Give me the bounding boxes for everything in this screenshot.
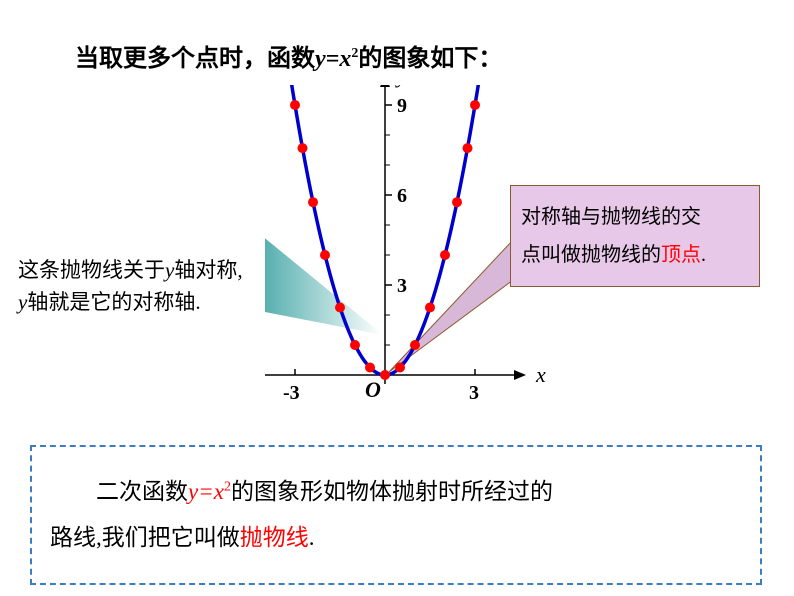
right-line2-post: . [701,244,706,266]
right-line2-red: 顶点 [661,244,701,266]
right-line1: 对称轴与抛物线的交 [521,206,701,228]
bottom-fn-sup: 2 [224,479,231,494]
bottom-line2-pre: 路线,我们把它叫做 [50,525,240,550]
svg-text:-3: -3 [283,382,300,404]
title-fn-x: x [339,46,351,72]
title-post: 的图象如下： [358,46,502,72]
right-callout: 对称轴与抛物线的交 点叫做抛物线的顶点. [510,185,760,287]
title-fn-eq: = [326,46,340,72]
svg-text:O: O [365,377,381,402]
page-title: 当取更多个点时，函数y=x2的图象如下： [75,38,502,73]
bottom-fn-y: y [188,479,198,504]
left-line1-post: 轴对称, [174,258,242,282]
svg-text:x: x [535,362,546,387]
svg-text:3: 3 [469,382,479,404]
svg-text:y: y [395,85,407,88]
svg-text:3: 3 [397,275,407,297]
bottom-line2-post: . [309,525,315,550]
bottom-fn-x: x [214,479,224,504]
svg-text:6: 6 [397,185,407,207]
svg-text:9: 9 [397,95,407,117]
bottom-mid: 的图象形如物体抛射时所经过的 [231,479,553,504]
left-line2-post: 轴就是它的对称轴. [27,290,200,314]
title-pre: 当取更多个点时，函数 [75,46,315,72]
bottom-definition-box: 二次函数y=x2的图象形如物体抛射时所经过的 路线,我们把它叫做抛物线. [30,445,762,585]
left-line1-y: y [165,258,174,282]
bottom-pre: 二次函数 [96,479,188,504]
title-fn-y: y [315,46,326,72]
left-line1-pre: 这条抛物线关于 [18,258,165,282]
bottom-line2-red: 抛物线 [240,525,309,550]
left-callout: 这条抛物线关于y轴对称, y轴就是它的对称轴. [18,255,243,318]
bottom-fn-eq: = [198,479,214,504]
left-line2-y: y [18,290,27,314]
right-line2-pre: 点叫做抛物线的 [521,244,661,266]
